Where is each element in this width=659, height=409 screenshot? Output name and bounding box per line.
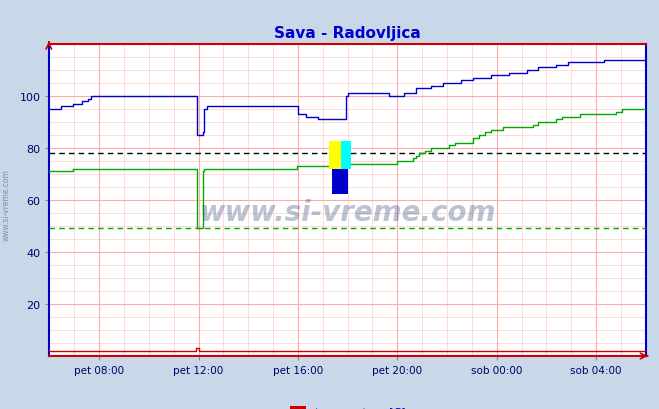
Polygon shape <box>341 142 351 169</box>
Legend: temperatura [C], pretok [m3/s], višina [cm]: temperatura [C], pretok [m3/s], višina [… <box>285 402 410 409</box>
Title: Sava - Radovljica: Sava - Radovljica <box>274 26 421 41</box>
Text: www.si-vreme.com: www.si-vreme.com <box>2 169 11 240</box>
Text: www.si-vreme.com: www.si-vreme.com <box>200 199 496 227</box>
Polygon shape <box>329 142 341 169</box>
Polygon shape <box>332 169 348 195</box>
